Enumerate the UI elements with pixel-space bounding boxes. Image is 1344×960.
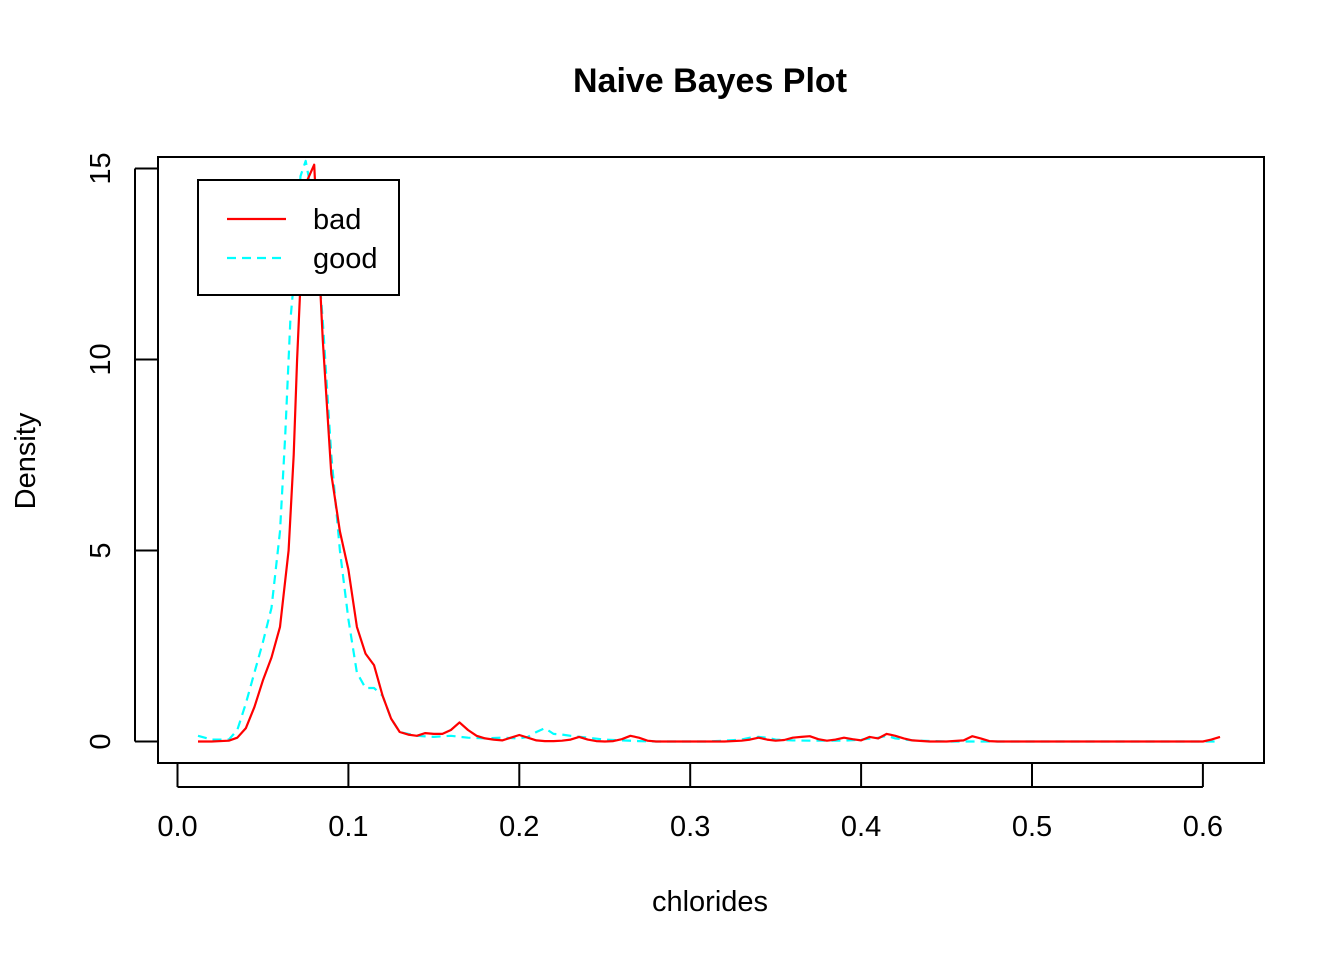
chart-title: Naive Bayes Plot xyxy=(573,62,847,100)
y-axis: 0 5 10 15 xyxy=(85,152,158,750)
y-tick-label: 0 xyxy=(85,733,117,749)
x-tick-label: 0.5 xyxy=(1012,811,1052,843)
y-tick-label: 5 xyxy=(85,542,117,558)
legend-label-bad: bad xyxy=(313,204,361,236)
legend: bad good xyxy=(197,179,400,296)
x-tick-label: 0.4 xyxy=(841,811,881,843)
plot-frame xyxy=(157,156,1265,764)
series-layer xyxy=(197,159,1221,743)
x-tick-label: 0.6 xyxy=(1183,811,1223,843)
x-axis-label: chlorides xyxy=(652,886,768,918)
x-axis: 0.0 0.1 0.2 0.3 0.4 0.5 0.6 xyxy=(157,764,1223,843)
legend-label-good: good xyxy=(313,243,378,275)
x-tick-label: 0.2 xyxy=(499,811,539,843)
y-axis-label: Density xyxy=(10,412,42,509)
x-tick-label: 0.0 xyxy=(157,811,197,843)
series-line-bad xyxy=(198,163,1221,743)
x-tick-label: 0.3 xyxy=(670,811,710,843)
y-tick-label: 10 xyxy=(85,343,117,375)
y-tick-label: 15 xyxy=(85,152,117,184)
x-tick-label: 0.1 xyxy=(328,811,368,843)
legend-box xyxy=(197,179,400,296)
